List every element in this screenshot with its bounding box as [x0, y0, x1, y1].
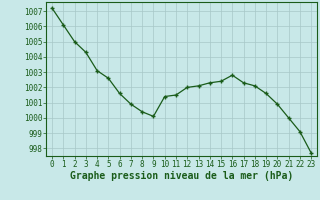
- X-axis label: Graphe pression niveau de la mer (hPa): Graphe pression niveau de la mer (hPa): [70, 171, 293, 181]
